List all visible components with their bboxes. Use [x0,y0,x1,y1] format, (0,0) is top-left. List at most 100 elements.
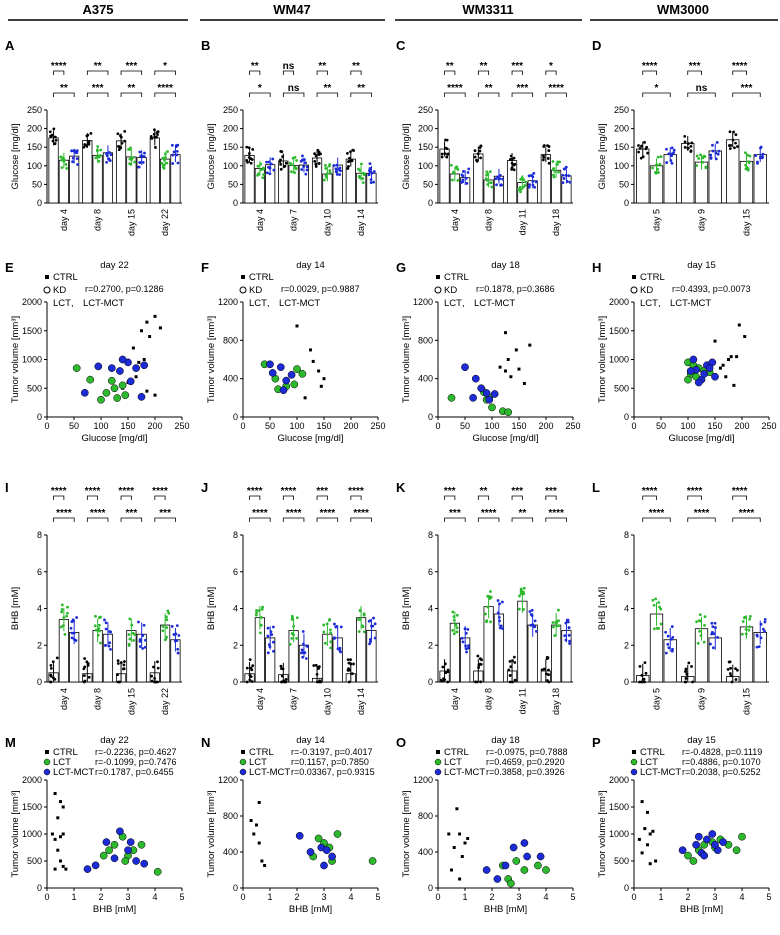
x-tick-label: 2 [685,892,690,902]
data-dot-lct [329,640,333,644]
significance-bracket [477,92,500,97]
correlation-stat-ctrl: r=-0.2236, p=0.4627 [95,747,177,757]
point-lctmct [116,367,124,375]
x-tick-label: 200 [343,421,358,431]
x-tick-label: day 11 [517,688,527,714]
legend-kd-label: KD [444,285,457,296]
data-dot-ctrl [52,127,56,131]
data-dot-lct [490,185,494,189]
data-dot-lct [128,637,132,641]
data-dot-lct-mct [500,600,504,604]
data-dot-ctrl [547,668,550,672]
data-dot-lct-mct [565,180,569,183]
data-dot-ctrl [249,157,253,161]
data-dot-ctrl [643,661,647,665]
significance-label: ** [60,83,68,94]
bar-ctrl [726,139,740,204]
panel-label: E [5,260,14,275]
data-dot-lct [59,625,63,629]
point-lctmct [520,839,529,847]
x-tick-label: day 7 [289,209,299,231]
data-dot-lct [551,621,555,624]
data-dot-lct-mct [370,624,373,628]
data-dot-lct [701,160,705,164]
data-dot-ctrl [116,673,120,677]
data-dot-ctrl [89,131,93,135]
data-dot-lct-mct [368,167,372,170]
data-dot-ctrl [479,680,482,684]
data-dot-lct [524,180,528,184]
legend-comma: , [71,298,74,309]
data-dot-lct [740,632,744,636]
y-tick-label: 0 [428,677,433,687]
data-dot-lct [290,618,294,621]
data-dot-ctrl [544,672,548,676]
data-dot-lct [658,163,662,166]
data-dot-lct [295,616,299,620]
data-dot-ctrl [644,147,648,151]
point-lct [447,393,456,402]
data-dot-lct-mct [498,626,502,630]
data-dot-ctrl [120,141,124,145]
point-lctmct [110,854,119,863]
x-tick-label: 0 [44,421,49,431]
data-dot-lct [659,155,663,159]
data-dot-lct-mct [461,174,465,178]
data-dot-lct [60,610,64,614]
data-dot-lct [292,624,295,628]
data-dot-lct [658,605,661,609]
point-lctmct [711,372,719,381]
point-lctmct [708,830,717,838]
significance-label: **** [694,508,710,519]
data-dot-lct [322,623,326,627]
data-dot-lct [522,586,526,590]
data-dot-lct [702,640,706,644]
point-lct [113,394,122,402]
data-dot-lct-mct [75,616,79,619]
x-tick-label: 50 [69,421,79,431]
x-tick-label: 3 [516,892,521,902]
data-dot-ctrl [117,144,120,148]
data-dot-ctrl [51,139,55,143]
data-dot-lct-mct [175,624,179,628]
point-lct [105,846,113,855]
data-dot-ctrl [734,141,737,145]
data-dot-ctrl [153,135,157,139]
y-axis-label: Tumor volume [mm³] [401,790,412,877]
data-dot-lct [322,630,326,634]
data-dot-lct [699,634,703,638]
data-dot-ctrl [513,678,517,682]
significance-bracket [249,92,271,97]
data-dot-lct [696,641,700,645]
legend-lct-label: LCT [444,757,462,768]
legend-ctrl-marker [436,750,440,754]
x-tick-label: 3 [712,892,717,902]
x-tick-label: day 14 [356,209,366,236]
data-dot-lct-mct [338,646,342,650]
data-dot-ctrl [728,147,732,150]
legend-lct-marker [43,758,51,766]
y-tick-label: 0 [624,412,629,422]
point-ctrl [153,314,157,318]
data-dot-ctrl [443,678,447,682]
data-dot-lct [323,178,326,182]
significance-label: ns [288,83,300,94]
point-ctrl [522,381,526,385]
data-dot-lct [657,627,661,630]
point-lctmct [482,389,491,397]
point-lctmct [536,852,545,861]
data-dot-ctrl [349,150,352,154]
data-dot-lct [329,631,333,635]
point-lctmct [485,395,494,404]
data-dot-lct-mct [564,173,568,177]
data-dot-lct [162,158,166,162]
data-dot-lct [655,163,658,167]
data-dot-lct-mct [568,180,572,184]
y-tick-label: 2000 [22,775,42,785]
data-dot-lct [748,154,752,158]
data-dot-ctrl [477,666,480,669]
data-dot-lct-mct [527,174,531,178]
point-lct [121,857,130,865]
panel-label: B [201,38,210,53]
